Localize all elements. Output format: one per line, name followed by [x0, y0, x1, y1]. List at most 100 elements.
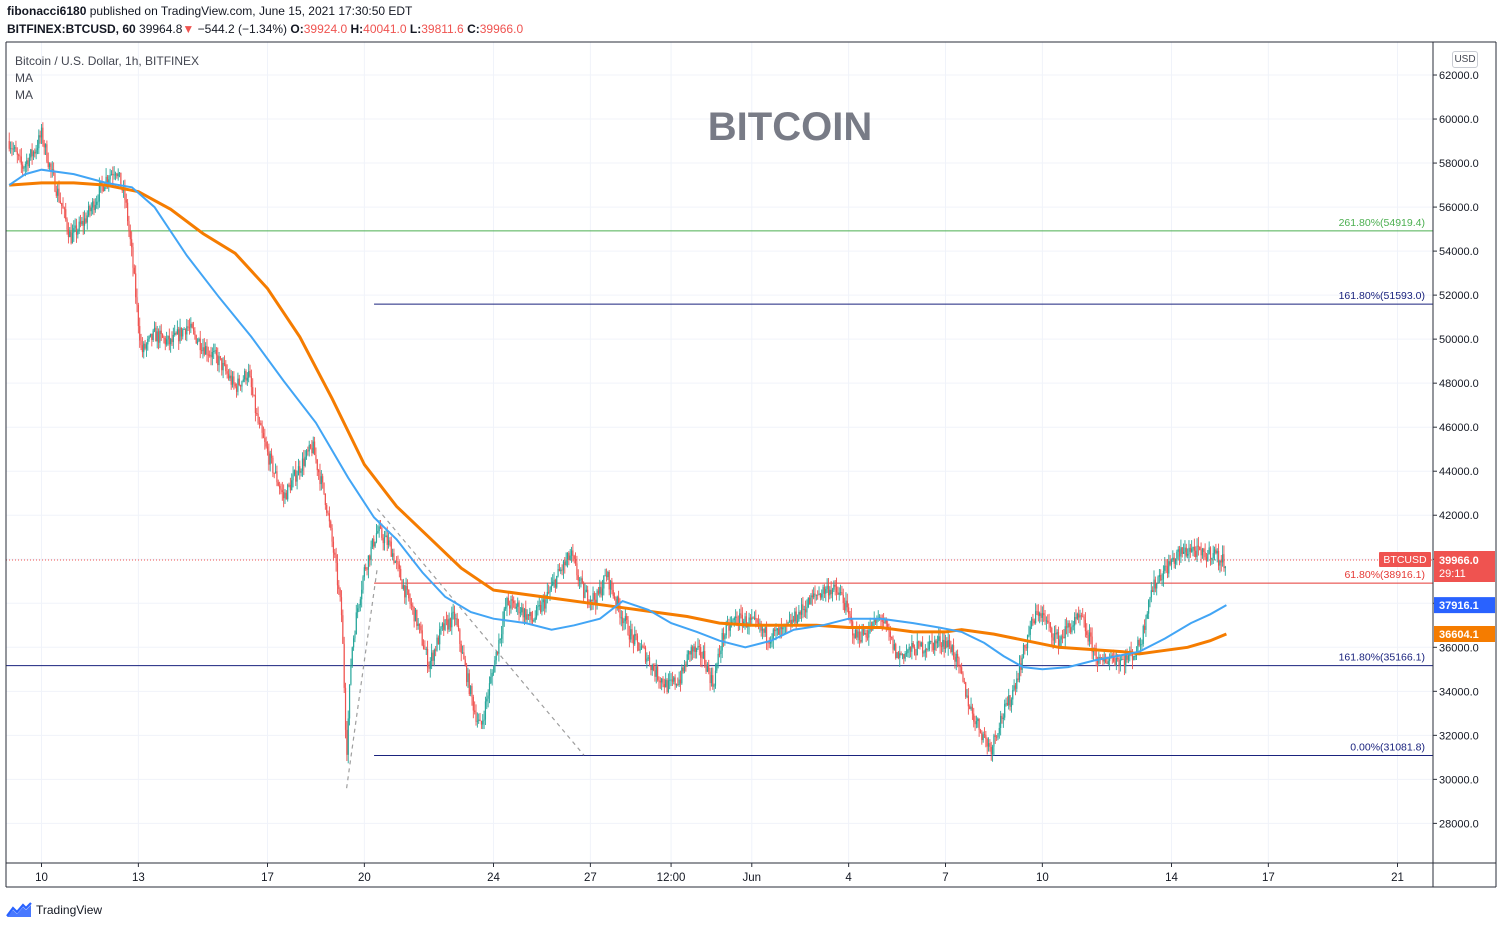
candle-body — [652, 665, 655, 671]
candle-body — [697, 645, 699, 649]
candle-body — [369, 555, 371, 561]
close-value: 39966.0 — [479, 22, 524, 36]
candle-body — [823, 587, 826, 594]
candle-body — [950, 646, 952, 652]
candle-body — [392, 553, 394, 557]
candle-body — [732, 619, 734, 622]
candle-body — [166, 339, 168, 345]
candle-body — [799, 611, 801, 615]
candle-body — [313, 441, 316, 456]
candle-body — [398, 564, 400, 569]
candle-body — [22, 164, 24, 169]
tradingview-footer[interactable]: TradingView — [6, 900, 102, 920]
candle-body — [628, 634, 630, 640]
fibonacci-levels[interactable]: 261.80%(54919.4) 161.80%(51593.0) 61.80%(3… — [6, 217, 1433, 757]
candle-body — [194, 330, 196, 336]
candle-body — [931, 640, 933, 643]
candle-body — [815, 594, 817, 596]
candle-body — [529, 612, 531, 617]
candle-body — [825, 588, 827, 594]
candle-body — [1106, 662, 1108, 664]
candle-body — [291, 480, 293, 491]
candle-body — [712, 675, 714, 687]
candle-body — [474, 710, 476, 712]
candle-body — [778, 628, 780, 635]
candle-body — [256, 413, 258, 414]
candle-body — [663, 684, 665, 688]
candle-body — [658, 679, 660, 681]
candle-body — [900, 653, 902, 655]
candle-body — [1094, 647, 1096, 649]
candle-body — [525, 608, 527, 620]
candle-body — [28, 157, 31, 167]
candle-body — [977, 718, 979, 722]
candle-body — [11, 148, 13, 150]
candle-body — [822, 587, 824, 594]
candle-body — [662, 678, 664, 685]
candle-body — [905, 652, 908, 654]
candle-body — [763, 628, 765, 633]
candle-body — [1084, 619, 1086, 632]
legend-title[interactable]: Bitcoin / U.S. Dollar, 1h, BITFINEX — [15, 54, 200, 68]
trend-lines[interactable] — [346, 508, 585, 789]
candle-body — [149, 333, 152, 337]
candle-body — [993, 735, 995, 747]
candle-body — [75, 225, 78, 235]
candle-body — [775, 630, 777, 632]
candle-body — [648, 657, 651, 666]
candle-body — [895, 644, 897, 659]
currency-button[interactable]: USD — [1452, 51, 1478, 68]
candle-body — [436, 637, 438, 651]
candle-body — [479, 719, 481, 722]
candle-body — [195, 335, 197, 344]
candle-body — [94, 204, 96, 211]
candle-body — [897, 652, 900, 658]
candle-body — [636, 635, 639, 643]
candle-body — [1134, 655, 1136, 657]
candle-body — [344, 687, 347, 730]
candle-body — [218, 356, 220, 366]
time-tick-label: 12:00 — [657, 872, 686, 884]
candle-body — [714, 670, 717, 686]
candle-body — [480, 721, 482, 725]
candle-body — [27, 160, 29, 167]
candle-body — [796, 621, 799, 624]
candle-body — [891, 637, 893, 639]
time-axis[interactable]: 10 13 17 20 24 27 12:00 Jun 4 7 10 14 17 21 — [35, 863, 1404, 884]
candle-body — [909, 646, 912, 652]
candle-body — [273, 472, 275, 474]
candle-body — [978, 718, 980, 730]
candle-body — [531, 619, 534, 622]
candle-body — [148, 336, 150, 339]
candle-body — [440, 626, 442, 630]
author-name[interactable]: fibonacci6180 — [7, 4, 87, 18]
candle-body — [1192, 546, 1194, 549]
candle-body — [607, 571, 609, 578]
candle-body — [412, 605, 414, 607]
candle-body — [981, 732, 983, 741]
candle-body — [862, 628, 865, 635]
candle-body — [967, 695, 969, 707]
candle-body — [416, 609, 418, 626]
legend-ma-2[interactable]: MA — [15, 88, 33, 102]
candle-body — [1119, 659, 1121, 666]
candle-body — [57, 188, 59, 196]
candle-body — [280, 488, 282, 491]
candle-body — [184, 329, 187, 335]
candle-body — [1187, 554, 1189, 556]
candle-body — [71, 232, 74, 244]
candle-body — [858, 631, 861, 641]
candle-body — [439, 629, 441, 645]
candle-body — [735, 616, 737, 618]
candle-body — [357, 608, 359, 613]
candle-body — [117, 173, 119, 177]
candle-body — [580, 578, 582, 580]
candle-body — [35, 149, 37, 154]
candle-body — [283, 492, 285, 499]
candle-body — [198, 338, 200, 342]
legend-ma-1[interactable]: MA — [15, 71, 33, 85]
candle-body — [326, 505, 328, 513]
candle-body — [46, 144, 48, 162]
candle-body — [1002, 717, 1004, 720]
